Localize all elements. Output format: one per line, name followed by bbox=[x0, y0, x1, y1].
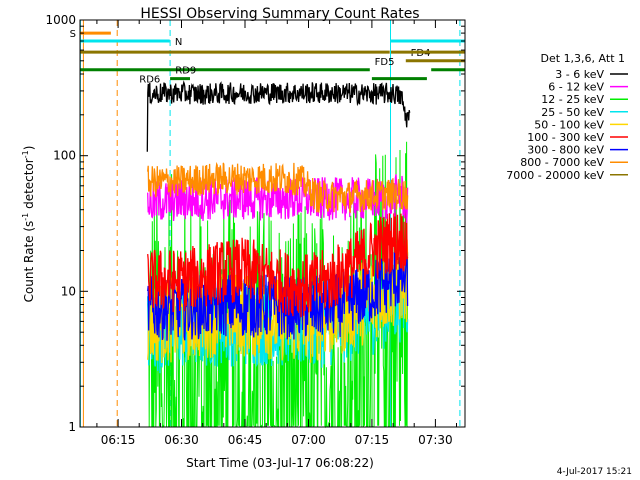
series-line-7 bbox=[147, 161, 409, 214]
x-tick-label: 06:45 bbox=[228, 433, 263, 447]
x-tick-label: 06:15 bbox=[101, 433, 136, 447]
flag-label: RD9 bbox=[175, 66, 196, 77]
legend-header: Det 1,3,6, Att 1 bbox=[541, 52, 625, 65]
flag-label: RD6 bbox=[139, 75, 160, 86]
y-label-part3: ) bbox=[22, 146, 36, 151]
legend-entry-label: 800 - 7000 keV bbox=[520, 156, 604, 169]
chart-title: HESSI Observing Summary Count Rates bbox=[140, 6, 419, 22]
y-label-part2: detector bbox=[22, 158, 36, 213]
flag-label: S bbox=[70, 29, 76, 40]
axes: 06:15 06:30 06:45 07:00 07:15 07:30 1 10 100 1000 bbox=[45, 13, 465, 447]
legend-entry-label: 25 - 50 keV bbox=[541, 106, 604, 119]
legend-entry-label: 300 - 800 keV bbox=[527, 144, 604, 157]
y-tick-label: 10 bbox=[61, 284, 76, 298]
x-tick-label: 07:00 bbox=[291, 433, 326, 447]
legend-entry-label: 50 - 100 keV bbox=[534, 118, 604, 131]
y-label-sup1: -1 bbox=[21, 213, 30, 221]
y-tick-label: 1000 bbox=[45, 13, 76, 27]
plot-frame bbox=[79, 19, 466, 428]
legend-entry-label: 100 - 300 keV bbox=[527, 131, 604, 144]
legend-entry-label: 6 - 12 keV bbox=[548, 81, 604, 94]
series-line-0 bbox=[146, 80, 411, 152]
y-label-sup2: -1 bbox=[21, 150, 30, 158]
y-tick-label: 1 bbox=[68, 420, 76, 434]
x-tick-label: 06:30 bbox=[164, 433, 199, 447]
y-tick-label: 100 bbox=[53, 149, 76, 163]
timestamp: 4-Jul-2017 15:21 bbox=[557, 467, 632, 477]
legend-entry-label: 7000 - 20000 keV bbox=[506, 169, 604, 182]
x-tick-label: 07:30 bbox=[418, 433, 453, 447]
legend-entry-label: 12 - 25 keV bbox=[541, 93, 604, 106]
flag-label: N bbox=[175, 37, 182, 48]
series-line-5 bbox=[147, 207, 409, 318]
y-label-part1: Count Rate (s bbox=[22, 221, 36, 303]
flag-label: FD5 bbox=[375, 57, 395, 68]
y-axis-label: Count Rate (s-1 detector-1) bbox=[21, 146, 36, 303]
legend-entry-label: 3 - 6 keV bbox=[555, 68, 604, 81]
x-tick-label: 07:15 bbox=[355, 433, 390, 447]
x-axis-label: Start Time (03-Jul-17 06:08:22) bbox=[186, 456, 374, 470]
